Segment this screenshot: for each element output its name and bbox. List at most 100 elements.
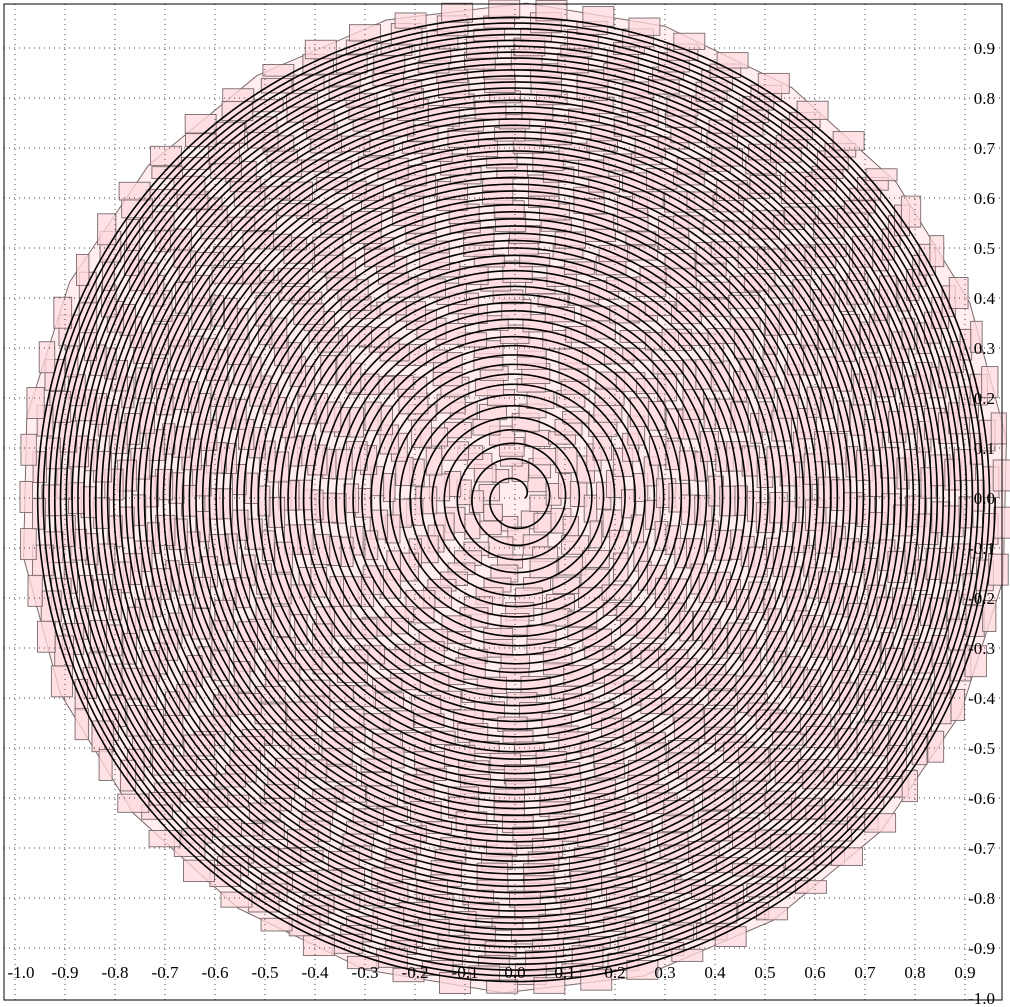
cell-polygon xyxy=(478,520,502,536)
x-tick-label: 0.3 xyxy=(654,963,675,982)
y-tick-label: -0.6 xyxy=(968,789,995,808)
cell-polygon xyxy=(492,289,524,305)
cell-polygon xyxy=(560,379,590,395)
y-tick-label: 0.6 xyxy=(974,189,995,208)
cell-polygon xyxy=(585,228,617,242)
cell-polygon xyxy=(827,432,848,465)
cell-polygon xyxy=(26,387,45,419)
cell-polygon xyxy=(710,241,743,258)
x-tick-label: -0.4 xyxy=(302,963,329,982)
cell-polygon xyxy=(625,231,657,245)
cell-polygon xyxy=(583,213,615,230)
x-tick-label: 0.1 xyxy=(554,963,575,982)
x-tick-label: -1.0 xyxy=(8,963,35,982)
x-tick-label: -0.3 xyxy=(352,963,379,982)
cell-polygon xyxy=(832,131,865,151)
cell-polygon xyxy=(366,785,398,807)
cell-polygon xyxy=(526,391,555,409)
cell-polygon xyxy=(552,576,581,594)
x-tick-label: 0.5 xyxy=(754,963,775,982)
cell-polygon xyxy=(53,296,73,329)
cell-polygon xyxy=(589,520,603,549)
y-tick-label: -0.2 xyxy=(968,589,995,608)
x-tick-label: 0.4 xyxy=(704,963,726,982)
y-tick-label: 0.7 xyxy=(974,139,996,158)
x-tick-label: 0.8 xyxy=(904,963,925,982)
cell-polygon xyxy=(357,156,390,170)
y-tick-label: 0.0 xyxy=(974,489,995,508)
x-tick-label: -0.9 xyxy=(52,963,79,982)
x-tick-label: 0.2 xyxy=(604,963,625,982)
cell-polygon xyxy=(221,100,254,122)
cell-polygon xyxy=(757,72,790,94)
cell-polygon xyxy=(901,770,918,803)
x-tick-label: 0.6 xyxy=(804,963,825,982)
cell-polygon xyxy=(183,859,215,883)
x-tick-label: -0.2 xyxy=(402,963,429,982)
cell-polygon xyxy=(78,301,98,334)
cell-polygon xyxy=(927,730,945,763)
cell-polygon xyxy=(484,941,517,957)
cell-polygon xyxy=(162,715,184,747)
cell-polygon xyxy=(837,728,858,760)
cell-polygon xyxy=(304,39,337,60)
cell-polygon xyxy=(671,948,704,962)
x-tick-label: 0.9 xyxy=(954,963,975,982)
cell-polygon xyxy=(287,829,319,848)
y-tick-label: -0.8 xyxy=(968,889,995,908)
cell-polygon xyxy=(19,480,33,513)
cell-polygon xyxy=(647,401,666,431)
y-tick-label: -0.3 xyxy=(968,639,995,658)
y-tick-label: -0.4 xyxy=(968,689,995,708)
x-tick-label: 0.0 xyxy=(504,963,525,982)
cell-polygon xyxy=(58,420,78,453)
cell-polygon xyxy=(474,100,507,120)
cell-polygon xyxy=(220,891,253,908)
cell-polygon xyxy=(421,149,453,162)
cell-polygon xyxy=(500,654,531,670)
cell-polygon xyxy=(119,759,137,792)
y-tick-label: -0.9 xyxy=(968,939,995,958)
cell-polygon xyxy=(257,485,271,517)
cell-polygon xyxy=(277,202,310,217)
cell-polygon xyxy=(76,253,90,286)
cell-polygon xyxy=(364,401,382,432)
cell-polygon xyxy=(38,341,56,374)
y-tick-label: 0.2 xyxy=(974,389,995,408)
cell-polygon xyxy=(626,959,659,980)
y-tick-label: -0.7 xyxy=(968,839,995,858)
y-tick-label: 0.4 xyxy=(974,289,996,308)
cell-polygon xyxy=(879,447,900,479)
y-tick-label: -1.0 xyxy=(968,989,995,1007)
cell-polygon xyxy=(260,917,293,932)
cell-polygon xyxy=(694,495,713,526)
cell-polygon xyxy=(118,181,151,201)
cell-polygon xyxy=(20,528,37,561)
cell-polygon xyxy=(251,99,284,113)
cell-polygon xyxy=(347,407,365,438)
cell-polygon xyxy=(27,574,43,607)
cell-polygon xyxy=(948,277,969,309)
y-tick-label: 0.9 xyxy=(974,39,995,58)
cell-polygon xyxy=(929,235,945,268)
y-tick-label: 0.1 xyxy=(974,439,995,458)
y-tick-label: 0.5 xyxy=(974,239,995,258)
cell-polygon xyxy=(800,314,819,347)
y-tick-label: 0.8 xyxy=(974,89,995,108)
cell-polygon xyxy=(796,100,829,120)
x-tick-label: -0.8 xyxy=(102,963,129,982)
y-tick-label: -0.5 xyxy=(968,739,995,758)
cell-polygon xyxy=(778,303,797,335)
x-tick-label: -0.1 xyxy=(452,963,479,982)
cell-polygon xyxy=(852,235,874,268)
y-tick-label: -0.1 xyxy=(968,539,995,558)
cell-polygon xyxy=(184,114,217,134)
cell-polygon xyxy=(20,433,37,466)
cell-polygon xyxy=(464,513,481,540)
cell-polygon xyxy=(37,620,56,653)
y-tick-label: 0.3 xyxy=(974,339,995,358)
cell-polygon xyxy=(612,552,629,582)
cell-polygon xyxy=(739,359,757,391)
